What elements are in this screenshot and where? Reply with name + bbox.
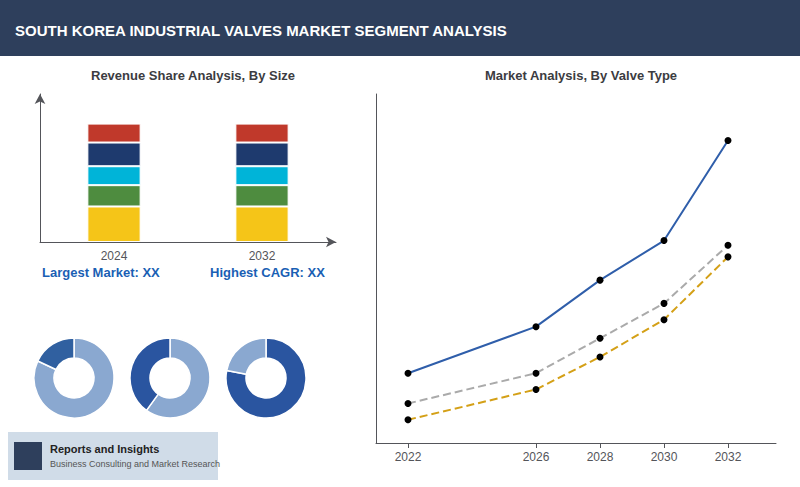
svg-text:2030: 2030 xyxy=(651,450,678,464)
svg-text:2026: 2026 xyxy=(523,450,550,464)
svg-text:Highest CAGR: XX: Highest CAGR: XX xyxy=(210,265,325,280)
svg-text:Reports and Insights: Reports and Insights xyxy=(50,443,159,455)
svg-text:Largest Market: XX: Largest Market: XX xyxy=(42,265,160,280)
svg-text:Revenue Share Analysis, By Siz: Revenue Share Analysis, By Size xyxy=(91,68,295,83)
svg-text:2032: 2032 xyxy=(715,450,742,464)
svg-text:SOUTH KOREA INDUSTRIAL VALVES: SOUTH KOREA INDUSTRIAL VALVES MARKET SEG… xyxy=(15,22,507,39)
svg-text:Market Analysis, By Valve Type: Market Analysis, By Valve Type xyxy=(485,68,677,83)
svg-text:Business Consulting and Market: Business Consulting and Market Research xyxy=(50,459,220,469)
svg-text:2022: 2022 xyxy=(395,450,422,464)
svg-text:2028: 2028 xyxy=(587,450,614,464)
svg-text:2032: 2032 xyxy=(249,249,276,263)
svg-text:2024: 2024 xyxy=(101,249,128,263)
